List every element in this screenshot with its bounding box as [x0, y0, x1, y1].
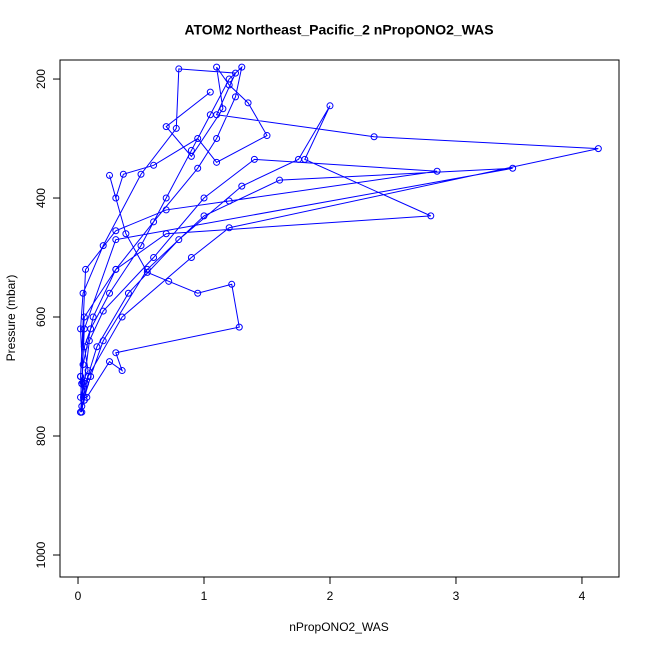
data-point: [238, 63, 246, 71]
data-point: [80, 325, 88, 333]
data-point: [200, 194, 208, 202]
data-point: [85, 337, 93, 345]
x-tick-label: 0: [75, 589, 82, 603]
data-point: [124, 289, 132, 297]
data-point: [118, 367, 126, 375]
data-point: [150, 161, 158, 169]
data-point: [213, 63, 221, 71]
data-point: [427, 212, 435, 220]
data-point: [175, 236, 183, 244]
data-point: [89, 313, 97, 321]
data-point: [112, 236, 120, 244]
data-point: [213, 111, 221, 119]
y-tick-label: 800: [34, 426, 48, 446]
y-tick-label: 600: [34, 307, 48, 327]
data-point: [162, 206, 170, 214]
data-point: [99, 337, 107, 345]
data-point: [326, 102, 334, 110]
data-line: [80, 65, 599, 413]
data-point: [122, 230, 130, 238]
data-point: [225, 224, 233, 232]
data-point: [165, 277, 173, 285]
data-point: [77, 325, 85, 333]
x-tick-label: 1: [201, 589, 208, 603]
data-point: [231, 69, 239, 77]
data-point: [150, 254, 158, 262]
data-point: [187, 254, 195, 262]
data-point: [263, 132, 271, 140]
data-point: [509, 164, 517, 172]
data-point: [137, 170, 145, 178]
data-point: [194, 164, 202, 172]
data-point: [301, 155, 309, 163]
data-point: [77, 408, 85, 416]
data-point: [83, 393, 91, 401]
data-point: [225, 81, 233, 89]
y-tick-label: 400: [34, 188, 48, 208]
y-axis-label: Pressure (mbar): [4, 275, 18, 362]
data-point: [106, 171, 114, 179]
data-point: [99, 242, 107, 250]
data-point: [106, 289, 114, 297]
data-point: [80, 343, 88, 351]
data-point: [250, 155, 258, 163]
data-point: [594, 145, 602, 153]
data-point: [79, 361, 87, 369]
data-point: [137, 242, 145, 250]
y-tick-label: 1000: [34, 541, 48, 568]
data-point: [150, 218, 158, 226]
data-point: [370, 133, 378, 141]
data-point: [219, 105, 227, 113]
data-point: [119, 170, 127, 178]
data-point: [79, 289, 87, 297]
x-tick-label: 2: [327, 589, 334, 603]
data-point: [225, 197, 233, 205]
data-point: [143, 265, 151, 273]
data-point: [433, 167, 441, 175]
data-point: [200, 212, 208, 220]
data-point: [238, 182, 246, 190]
data-point: [112, 194, 120, 202]
data-point: [162, 230, 170, 238]
data-point: [231, 93, 239, 101]
data-point: [87, 373, 95, 381]
data-point: [118, 313, 126, 321]
data-point: [172, 124, 180, 132]
data-point: [99, 307, 107, 315]
x-tick-label: 3: [453, 589, 460, 603]
data-point: [213, 158, 221, 166]
data-point: [187, 152, 195, 160]
data-point: [162, 194, 170, 202]
data-point: [194, 135, 202, 143]
chart-title: ATOM2 Northeast_Pacific_2 nPropONO2_WAS: [184, 22, 493, 38]
data-point: [213, 135, 221, 143]
data-point: [162, 123, 170, 131]
data-point: [106, 358, 114, 366]
data-point: [112, 349, 120, 357]
x-tick-label: 4: [579, 589, 586, 603]
data-point: [80, 313, 88, 321]
data-point: [84, 373, 92, 381]
data-point: [244, 99, 252, 107]
data-point: [206, 88, 214, 96]
y-tick-label: 200: [34, 69, 48, 89]
plot-frame: [59, 59, 620, 578]
data-point: [78, 380, 86, 388]
data-point: [112, 265, 120, 273]
data-point: [143, 268, 151, 276]
data-point: [235, 323, 243, 331]
data-point: [228, 280, 236, 288]
data-point: [79, 378, 87, 386]
data-point: [93, 343, 101, 351]
data-point: [175, 65, 183, 73]
data-point: [112, 227, 120, 235]
data-point: [82, 265, 90, 273]
data-point: [194, 289, 202, 297]
x-axis-label: nPropONO2_WAS: [289, 620, 389, 634]
data-point: [276, 176, 284, 184]
data-point: [77, 373, 85, 381]
